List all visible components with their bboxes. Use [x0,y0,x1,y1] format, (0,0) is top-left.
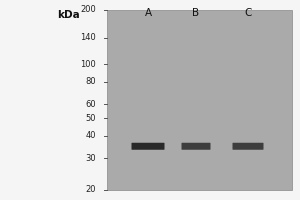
Text: A: A [144,8,152,18]
Text: 100: 100 [80,60,96,69]
Text: 200: 200 [80,5,96,15]
Text: 140: 140 [80,33,96,42]
Text: 30: 30 [85,154,96,163]
Bar [107,10,292,190]
FancyBboxPatch shape [182,143,211,150]
Text: 40: 40 [85,131,96,140]
Text: 20: 20 [85,186,96,194]
Text: C: C [244,8,252,18]
FancyBboxPatch shape [131,143,164,150]
Text: kDa: kDa [57,10,80,20]
Text: 60: 60 [85,100,96,109]
Text: B: B [192,8,200,18]
Text: 50: 50 [85,114,96,123]
FancyBboxPatch shape [232,143,263,150]
Text: 80: 80 [85,77,96,86]
